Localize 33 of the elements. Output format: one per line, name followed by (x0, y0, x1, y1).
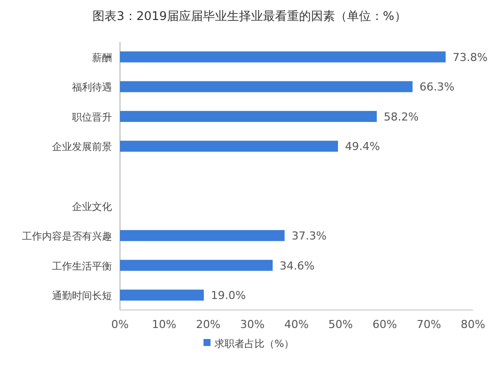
legend-label: 求职者占比（%） (214, 338, 294, 350)
bar (120, 140, 338, 152)
x-tick-label: 20% (196, 318, 220, 331)
x-tick-label: 70% (416, 318, 442, 331)
x-tick-label: 50% (328, 318, 353, 331)
x-tick-label: 10% (152, 318, 176, 331)
data-label: 58.2% (384, 110, 419, 124)
y-tick-label: 企业文化 (72, 200, 112, 213)
bar (120, 81, 413, 92)
chart-title: 图表3：2019届应届毕业生择业最看重的因素（单位：%） (92, 9, 406, 23)
x-tick-label: 0% (111, 318, 129, 331)
y-tick-label: 通勤时间长短 (52, 290, 112, 302)
data-label: 66.3% (420, 80, 454, 94)
data-label: 19.0% (210, 289, 246, 302)
bar (120, 51, 446, 62)
x-tick-label: 40% (284, 318, 309, 331)
data-label: 34.6% (280, 259, 315, 272)
y-tick-label: 福利待遇 (72, 82, 112, 94)
bar (120, 110, 377, 122)
data-label: 37.3% (292, 230, 327, 243)
bar (120, 260, 273, 271)
bar (120, 230, 285, 242)
bar (120, 290, 204, 301)
y-tick-label: 职位晋升 (72, 111, 112, 124)
data-label: 73.8% (452, 50, 488, 64)
y-tick-label: 工作生活平衡 (52, 260, 112, 272)
data-label: 49.4% (344, 140, 380, 154)
y-tick-label: 企业发展前景 (52, 141, 112, 154)
y-tick-label: 薪酬 (92, 52, 112, 64)
x-tick-label: 80% (460, 318, 486, 331)
x-tick-label: 30% (240, 318, 265, 331)
y-tick-label: 工作内容是否有兴趣 (22, 230, 112, 243)
x-tick-label: 60% (372, 318, 397, 331)
